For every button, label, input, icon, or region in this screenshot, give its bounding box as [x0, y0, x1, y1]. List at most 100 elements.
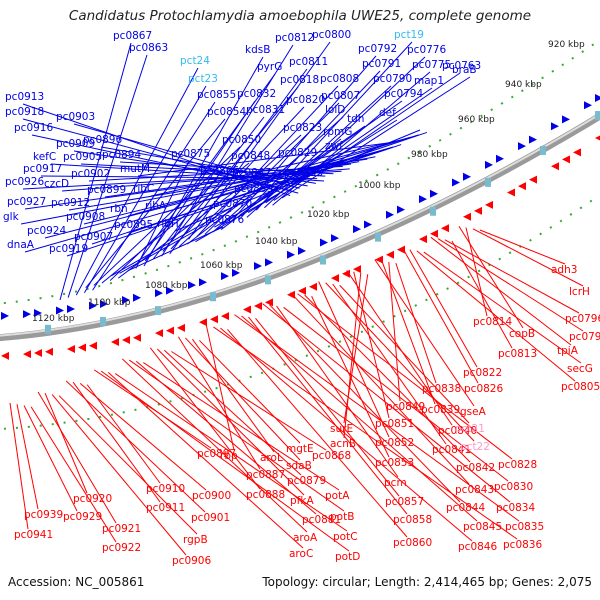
forward-gene-label: pc0776: [407, 44, 446, 56]
reverse-gene-label: pfkA: [290, 495, 314, 507]
forward-label-line: [59, 42, 132, 301]
reverse-label-line: [128, 359, 345, 512]
forward-label-line: [131, 131, 428, 233]
reverse-gene-label: potD: [335, 551, 360, 563]
rna-feature-block: [45, 324, 51, 334]
kbp-tick-label: 1000 kbp: [358, 181, 401, 191]
topology-summary: Topology: circular; Length: 2,414,465 bp…: [262, 575, 592, 589]
reverse-label-line: [409, 249, 478, 368]
reverse-gene-label: potC: [333, 531, 358, 543]
forward-gene-label: kefC: [33, 151, 56, 163]
reverse-gene-label: pc0843: [455, 484, 494, 496]
reverse-feature-arrow: [254, 301, 262, 310]
reverse-gene-label: pct22: [460, 441, 490, 453]
forward-gene-label: map1: [414, 75, 444, 87]
forward-label-line: [281, 76, 471, 199]
forward-gene-label: pc0791: [362, 58, 401, 70]
forward-label-line: [143, 56, 264, 267]
reverse-label-line: [44, 393, 88, 494]
reverse-gene-label: pc0888: [246, 489, 285, 501]
reverse-label-line: [402, 248, 479, 384]
reverse-feature-arrow: [1, 351, 9, 360]
forward-gene-label: pc0875: [171, 148, 210, 160]
kbp-tick-label: 1020 kbp: [307, 210, 350, 220]
forward-label-line: [75, 67, 199, 296]
reverse-feature-arrow: [518, 182, 526, 191]
reverse-feature-arrow: [507, 188, 515, 197]
reverse-label-line: [213, 326, 518, 540]
forward-label-line: [83, 85, 207, 293]
reverse-feature-arrow: [529, 175, 537, 184]
reverse-label-line: [163, 349, 302, 476]
forward-gene-label: pc0790: [373, 73, 412, 85]
forward-feature-arrow: [221, 272, 229, 281]
reverse-label-line: [156, 348, 305, 496]
forward-gene-label: pc0866: [200, 165, 239, 177]
reverse-label-line: [51, 394, 187, 556]
reverse-gene-label: pc0911: [146, 502, 185, 514]
reverse-gene-label: pc0826: [464, 383, 503, 395]
kbp-tick-label: 1100 kbp: [88, 298, 131, 308]
reverse-feature-arrow: [45, 347, 53, 356]
reverse-feature-arrow: [78, 343, 86, 352]
reverse-gene-label: pc0920: [73, 493, 112, 505]
reverse-gene-label: gseA: [460, 406, 487, 418]
forward-gene-label: pc0917: [23, 163, 62, 175]
forward-label-line: [196, 85, 339, 238]
forward-feature-arrow: [34, 309, 42, 318]
forward-gene-label: pc0829: [278, 147, 317, 159]
forward-gene-label: rpmG: [323, 126, 352, 138]
forward-gene-label: pc0896: [83, 134, 122, 146]
kbp-tick-label: 1060 kbp: [200, 261, 243, 271]
feature-track: [1, 94, 600, 360]
forward-feature-arrow: [188, 281, 196, 290]
reverse-feature-arrow: [441, 224, 449, 233]
reverse-gene-label: aroC: [289, 548, 313, 560]
forward-gene-label: pc0894: [102, 149, 141, 161]
forward-gene-label: pc0909: [56, 138, 95, 150]
forward-gene-label: pc0854: [207, 106, 246, 118]
rna-feature-block: [485, 177, 491, 187]
forward-gene-label: pc0833: [284, 167, 323, 179]
reverse-feature-arrow: [309, 282, 317, 291]
kbp-tick-label: 1040 kbp: [255, 237, 298, 247]
reverse-label-line: [241, 315, 478, 522]
forward-gene-label: glk: [3, 211, 20, 223]
forward-gene-label: pc0916: [14, 122, 53, 134]
reverse-label-line: [121, 358, 308, 533]
forward-gene-label: pc0918: [5, 106, 44, 118]
reverse-gene-label: pc0897: [197, 448, 236, 460]
forward-gene-label: pc0775: [412, 59, 451, 71]
forward-label-line: [144, 100, 256, 262]
forward-feature-arrow: [232, 268, 240, 277]
reverse-gene-label: acnB: [330, 438, 356, 450]
reverse-gene-label: rgpB: [183, 534, 208, 546]
forward-gene-label: dnaA: [7, 239, 35, 251]
reverse-gene-label: secG: [567, 363, 593, 375]
reverse-label-line: [107, 371, 304, 549]
forward-gene-label: pc0820: [286, 94, 325, 106]
forward-feature-arrow: [562, 115, 570, 124]
kbp-tick-label: 960 kbp: [458, 115, 495, 125]
reverse-feature-arrow: [551, 162, 559, 171]
forward-feature-arrow: [199, 278, 207, 287]
reverse-label-line: [177, 336, 261, 470]
reverse-label-line: [262, 303, 511, 503]
forward-label-line: [135, 160, 190, 269]
reverse-label-line: [374, 259, 475, 407]
forward-gene-label: pc0870: [213, 198, 252, 210]
forward-label-line: [31, 134, 292, 192]
forward-gene-label: pc0818: [280, 74, 319, 86]
forward-feature-arrow: [397, 205, 405, 214]
reverse-feature-arrow: [155, 329, 163, 338]
reverse-label-line: [430, 236, 572, 346]
reverse-feature-arrow: [23, 350, 31, 359]
reverse-gene-label: pc0857: [385, 496, 424, 508]
forward-label-line: [169, 68, 308, 255]
reverse-feature-arrow: [133, 333, 141, 342]
forward-gene-label: pc0913: [5, 91, 44, 103]
reverse-gene-label: pc0900: [192, 490, 231, 502]
forward-feature-arrow: [56, 306, 64, 315]
